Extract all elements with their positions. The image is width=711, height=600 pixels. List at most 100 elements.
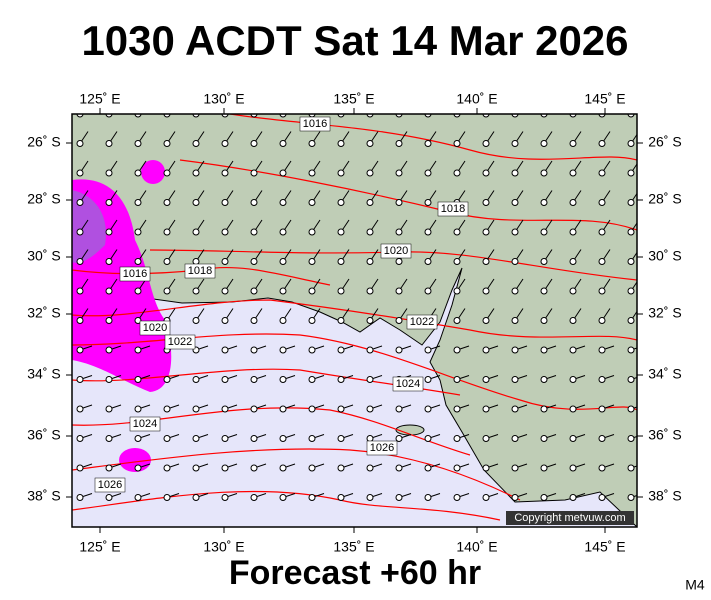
barb-station [279, 435, 287, 442]
barb-station [598, 169, 606, 177]
isobar-label-box [119, 266, 151, 282]
barb-station [598, 199, 606, 206]
barb-station [105, 258, 113, 265]
barb-station [337, 287, 345, 295]
barb-station [250, 199, 258, 206]
barb-station [424, 405, 432, 413]
lon-label: 130˚ E [203, 539, 244, 555]
barb-station [337, 228, 345, 236]
lat-label: 38˚ S [27, 488, 60, 504]
barb-station [511, 376, 519, 383]
barb-station [105, 376, 113, 383]
lon-label: 125˚ E [79, 91, 120, 107]
barb-station [134, 464, 142, 472]
barb-station [424, 464, 432, 472]
barb-station [453, 405, 461, 413]
barb-station [540, 258, 548, 265]
barb-station [76, 346, 84, 354]
barb-station [76, 464, 84, 472]
title: 1030 ACDT Sat 14 Mar 2026 [81, 17, 628, 64]
barb-station [337, 435, 345, 442]
barb-station [569, 258, 577, 265]
barb-station [76, 287, 84, 295]
wind-barbs [76, 114, 637, 501]
barb-station [134, 405, 142, 413]
barb-station [598, 140, 606, 147]
barb-staff [283, 114, 284, 115]
barb-station [453, 228, 461, 236]
barb-station [192, 435, 200, 442]
isobar-label: 1024 [133, 418, 157, 430]
barb-staff [631, 114, 632, 115]
isobar-label: 1020 [143, 322, 167, 334]
barb-station [250, 258, 258, 265]
barb-station [163, 140, 171, 147]
barb-station [540, 199, 548, 206]
barb-station [134, 346, 142, 354]
lat-label: 28˚ S [648, 191, 681, 207]
barb-station [105, 464, 113, 472]
barb-station [105, 140, 113, 147]
barb-station [598, 435, 606, 442]
barb-station [627, 494, 635, 501]
barb-station [569, 199, 577, 206]
barb-station [163, 376, 171, 383]
barb-station [424, 494, 432, 501]
barb-station [105, 317, 113, 324]
barb-station [163, 464, 171, 472]
barb-station [250, 464, 258, 472]
isobar-label-box [366, 440, 398, 456]
barb-station [395, 140, 403, 147]
barb-station [192, 494, 200, 501]
barb-station [540, 169, 548, 177]
isobar-label: 1016 [303, 118, 327, 130]
barb-station [366, 346, 374, 354]
barb-station [569, 346, 577, 354]
barb-station [424, 140, 432, 147]
barb-station [511, 228, 519, 236]
barb-station [424, 376, 432, 383]
barb-station [76, 494, 84, 501]
barb-station [627, 258, 635, 265]
lat-label: 32˚ S [27, 305, 60, 321]
barb-station [540, 346, 548, 354]
barb-staff [544, 114, 545, 115]
barb-station [221, 258, 229, 265]
barb-station [192, 287, 200, 295]
barb-station [598, 346, 606, 354]
barb-station [76, 435, 84, 442]
barb-station [76, 169, 84, 177]
barb-station [337, 494, 345, 501]
barb-station [279, 494, 287, 501]
barb-station [569, 140, 577, 147]
barb-station [569, 405, 577, 413]
barb-station [134, 435, 142, 442]
barb-station [221, 376, 229, 383]
barb-station [279, 169, 287, 177]
barb-station [192, 464, 200, 472]
isobar-label-box [437, 201, 469, 217]
lon-label: 140˚ E [456, 91, 497, 107]
barb-station [395, 258, 403, 265]
isobar-label-box [94, 477, 126, 493]
barb-station [308, 494, 316, 501]
barb-station [511, 169, 519, 177]
barb-station [250, 169, 258, 177]
barb-station [163, 258, 171, 265]
lon-label: 135˚ E [333, 539, 374, 555]
barb-station [511, 317, 519, 324]
barb-station [308, 287, 316, 295]
lon-label: 140˚ E [456, 539, 497, 555]
barb-station [453, 464, 461, 472]
barb-station [366, 376, 374, 383]
barb-staff [428, 114, 429, 115]
copyright-box [506, 511, 634, 525]
isobar-label: 1018 [441, 203, 465, 215]
isobar [229, 114, 637, 161]
barb-station [134, 169, 142, 177]
barb-station [163, 199, 171, 206]
barb-station [424, 435, 432, 442]
barb-station [337, 169, 345, 177]
barb-station [366, 494, 374, 501]
axes: 125˚ E 125˚ E 130˚ E 130˚ E 135˚ E 135˚ E 140˚… [27, 91, 681, 555]
